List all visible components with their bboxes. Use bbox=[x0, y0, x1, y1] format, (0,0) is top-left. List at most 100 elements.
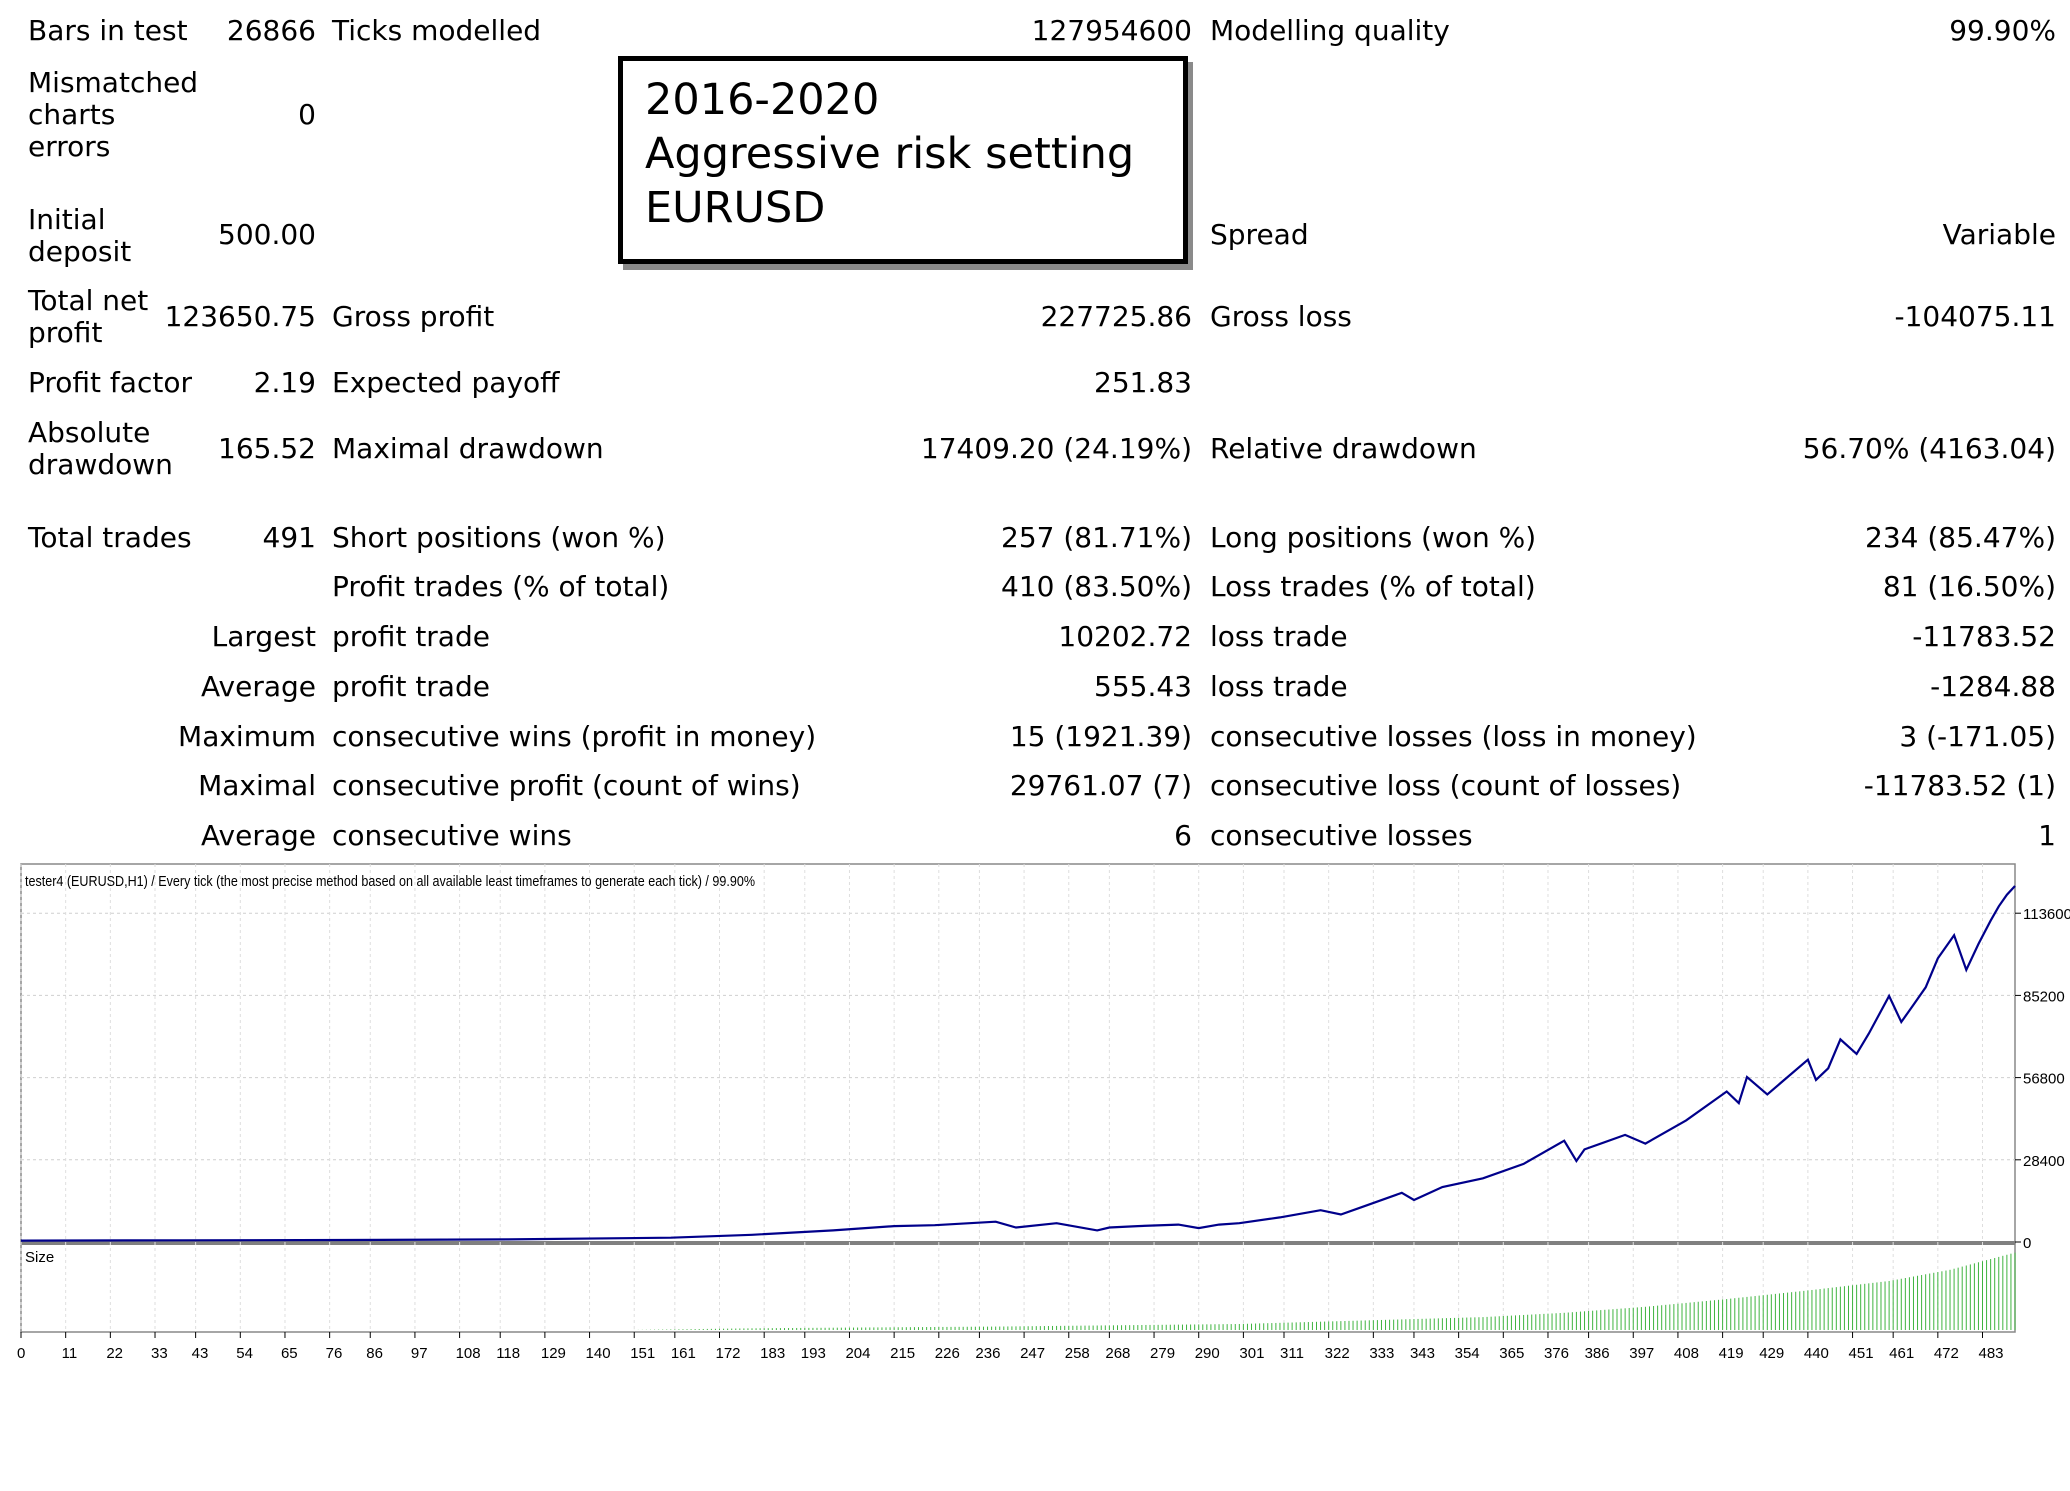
average-loss-value: -1284.88 bbox=[1930, 670, 2056, 703]
maximum-label: Maximum bbox=[178, 720, 316, 753]
x-tick-label: 33 bbox=[151, 1345, 168, 1362]
modelling-quality-label: Modelling quality bbox=[1210, 14, 1450, 47]
x-tick-label: 376 bbox=[1544, 1345, 1569, 1362]
largest-loss-label: loss trade bbox=[1210, 620, 1348, 653]
mismatched-label-2: charts bbox=[28, 98, 116, 131]
x-tick-label: 11 bbox=[62, 1345, 78, 1362]
y-tick-label: 56800 bbox=[2023, 1071, 2065, 1088]
loss-trades-value: 81 (16.50%) bbox=[1882, 570, 2056, 603]
x-tick-label: 451 bbox=[1849, 1345, 1874, 1362]
x-tick-label: 76 bbox=[326, 1345, 343, 1362]
annotation-box: 2016-2020 Aggressive risk setting EURUSD bbox=[618, 56, 1188, 264]
x-tick-label: 333 bbox=[1369, 1345, 1394, 1362]
maximal-consecutive-profit-value: 29761.07 (7) bbox=[1009, 769, 1192, 802]
total-net-profit-value: 123650.75 bbox=[164, 300, 316, 333]
maximal-drawdown-value: 17409.20 (24.19%) bbox=[920, 432, 1192, 465]
mismatched-value: 0 bbox=[298, 98, 316, 131]
x-tick-label: 365 bbox=[1499, 1345, 1524, 1362]
average-consecutive-wins-value: 6 bbox=[1174, 819, 1192, 852]
spread-label: Spread bbox=[1210, 218, 1309, 251]
x-tick-label: 118 bbox=[496, 1345, 520, 1362]
x-tick-label: 440 bbox=[1804, 1345, 1829, 1362]
x-axis-ticks: 0 11 22 33 43 54 65 76 86 97 108 118 129 140 151 161 172… bbox=[17, 1332, 2004, 1362]
total-trades-value: 491 bbox=[262, 521, 316, 554]
average-loss-label: loss trade bbox=[1210, 670, 1348, 703]
long-positions-value: 234 (85.47%) bbox=[1865, 521, 2056, 554]
relative-drawdown-label: Relative drawdown bbox=[1210, 432, 1477, 465]
x-tick-label: 247 bbox=[1020, 1345, 1045, 1362]
x-tick-label: 204 bbox=[845, 1345, 870, 1362]
x-tick-label: 43 bbox=[192, 1345, 209, 1362]
max-consecutive-losses-value: 3 (-171.05) bbox=[1899, 720, 2056, 753]
initial-deposit-label-2: deposit bbox=[28, 235, 132, 268]
long-positions-label: Long positions (won %) bbox=[1210, 521, 1537, 554]
average-consecutive-wins-label: consecutive wins bbox=[332, 819, 572, 852]
average-label: Average bbox=[201, 670, 316, 703]
total-net-profit-label-2: profit bbox=[28, 316, 103, 349]
balance-line bbox=[20, 885, 2016, 1242]
x-tick-label: 397 bbox=[1629, 1345, 1654, 1362]
mismatched-label-3: errors bbox=[28, 130, 111, 163]
x-tick-label: 408 bbox=[1674, 1345, 1699, 1362]
relative-drawdown-value: 56.70% (4163.04) bbox=[1802, 432, 2056, 465]
x-tick-label: 226 bbox=[935, 1345, 960, 1362]
x-tick-label: 161 bbox=[671, 1345, 696, 1362]
x-tick-label: 301 bbox=[1239, 1345, 1264, 1362]
x-tick-label: 268 bbox=[1105, 1345, 1130, 1362]
x-tick-label: 472 bbox=[1934, 1345, 1959, 1362]
absolute-drawdown-label-1: Absolute bbox=[28, 416, 151, 449]
x-tick-label: 172 bbox=[716, 1345, 741, 1362]
size-panel-label: Size bbox=[25, 1249, 54, 1266]
x-tick-label: 54 bbox=[236, 1345, 253, 1362]
max-consecutive-wins-label: consecutive wins (profit in money) bbox=[332, 720, 817, 753]
gross-profit-label: Gross profit bbox=[332, 300, 495, 333]
gross-loss-label: Gross loss bbox=[1210, 300, 1352, 333]
balance-chart-area: 0 28400 56800 85200 113600 0 11 22 33 43 54 65 76 86… bbox=[0, 858, 2070, 1382]
x-tick-label: 108 bbox=[456, 1345, 481, 1362]
profit-trades-label: Profit trades (% of total) bbox=[332, 570, 670, 603]
x-tick-label: 354 bbox=[1455, 1345, 1480, 1362]
grid-lines bbox=[20, 864, 2015, 1330]
size-chart-frame bbox=[20, 1242, 2016, 1333]
bars-in-test-label: Bars in test bbox=[28, 14, 188, 47]
x-tick-label: 483 bbox=[1979, 1345, 2004, 1362]
x-tick-label: 429 bbox=[1759, 1345, 1784, 1362]
profit-trades-value: 410 (83.50%) bbox=[1001, 570, 1192, 603]
largest-loss-value: -11783.52 bbox=[1912, 620, 2056, 653]
gross-profit-value: 227725.86 bbox=[1040, 300, 1192, 333]
max-consecutive-losses-label: consecutive losses (loss in money) bbox=[1210, 720, 1697, 753]
spread-value: Variable bbox=[1942, 218, 2056, 251]
maximal-label: Maximal bbox=[198, 769, 316, 802]
x-tick-label: 419 bbox=[1719, 1345, 1744, 1362]
total-trades-label: Total trades bbox=[28, 521, 192, 554]
x-tick-label: 343 bbox=[1410, 1345, 1435, 1362]
annotation-risk-setting: Aggressive risk setting bbox=[645, 129, 1135, 179]
largest-label: Largest bbox=[211, 620, 316, 653]
profit-factor-label: Profit factor bbox=[28, 366, 192, 399]
profit-factor-value: 2.19 bbox=[253, 366, 316, 399]
annotation-period: 2016-2020 bbox=[645, 75, 880, 125]
max-consecutive-wins-value: 15 (1921.39) bbox=[1009, 720, 1192, 753]
maximal-consecutive-profit-label: consecutive profit (count of wins) bbox=[332, 769, 801, 802]
x-tick-label: 129 bbox=[541, 1345, 566, 1362]
x-tick-label: 140 bbox=[586, 1345, 611, 1362]
bars-in-test-value: 26866 bbox=[226, 14, 316, 47]
balance-chart: 0 28400 56800 85200 113600 0 11 22 33 43 54 65 76 86… bbox=[17, 863, 2070, 1362]
ticks-modelled-label: Ticks modelled bbox=[332, 14, 542, 47]
largest-profit-value: 10202.72 bbox=[1058, 620, 1192, 653]
average-profit-label: profit trade bbox=[332, 670, 490, 703]
y-tick-label: 113600 bbox=[2023, 906, 2070, 923]
x-tick-label: 0 bbox=[17, 1345, 25, 1362]
y-tick-label: 0 bbox=[2023, 1235, 2031, 1252]
absolute-drawdown-label-2: drawdown bbox=[28, 448, 173, 481]
x-tick-label: 311 bbox=[1280, 1345, 1304, 1362]
average-consecutive-losses-label: consecutive losses bbox=[1210, 819, 1473, 852]
average-consecutive-label: Average bbox=[201, 819, 316, 852]
x-tick-label: 461 bbox=[1889, 1345, 1914, 1362]
y-axis-ticks: 0 28400 56800 85200 113600 bbox=[2015, 906, 2070, 1252]
short-positions-label: Short positions (won %) bbox=[332, 521, 666, 554]
annotation-symbol: EURUSD bbox=[645, 183, 826, 233]
gross-loss-value: -104075.11 bbox=[1894, 300, 2056, 333]
total-net-profit-label-1: Total net bbox=[28, 284, 149, 317]
average-profit-value: 555.43 bbox=[1094, 670, 1192, 703]
